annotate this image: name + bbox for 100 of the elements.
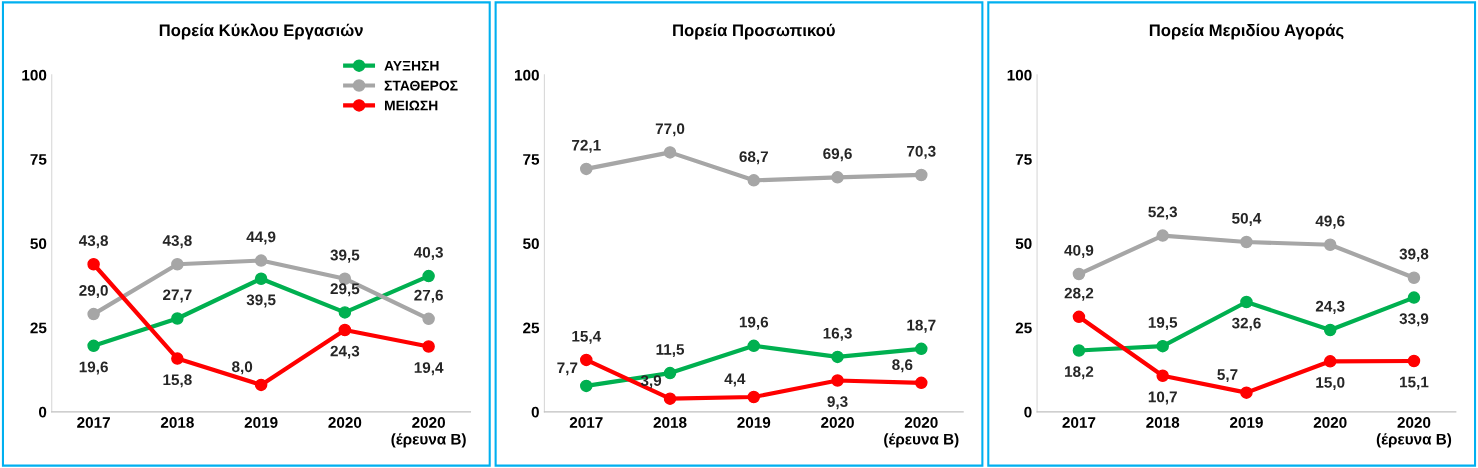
point	[1156, 339, 1169, 353]
data-label: 24,3	[1315, 300, 1345, 314]
data-label: 8,6	[892, 359, 913, 373]
data-label: 19,5	[1148, 317, 1178, 331]
y-tick-label: 100	[22, 69, 47, 81]
data-label: 8,0	[232, 361, 253, 375]
point	[254, 254, 268, 267]
data-label: 77,0	[655, 123, 685, 137]
data-label: 15,0	[1316, 376, 1345, 391]
data-label: 39,5	[246, 294, 276, 308]
data-label: 49,6	[1315, 215, 1345, 229]
data-label: 39,5	[330, 249, 360, 263]
point	[171, 312, 184, 325]
data-label: 24,3	[330, 345, 360, 359]
data-label: 19,6	[79, 361, 108, 375]
point	[1323, 323, 1337, 337]
point	[87, 339, 100, 353]
point	[1323, 238, 1337, 251]
data-label: 28,2	[1064, 287, 1094, 301]
point	[915, 342, 928, 356]
y-tick-label: 25	[523, 322, 540, 334]
point	[338, 323, 352, 337]
data-label: 16,3	[823, 327, 852, 341]
y-tick-label: 100	[1007, 69, 1032, 81]
x-tick-label: 2018	[653, 417, 687, 428]
data-label: 18,2	[1065, 366, 1094, 380]
data-label: 40,9	[1064, 244, 1094, 258]
data-label: 9,3	[827, 396, 848, 410]
data-label: 29,5	[330, 283, 360, 297]
data-label: 52,3	[1148, 206, 1178, 220]
y-tick-label: 75	[1015, 154, 1032, 165]
point	[747, 174, 761, 187]
data-label: 10,7	[1148, 391, 1177, 405]
point	[1407, 354, 1421, 368]
point	[747, 390, 761, 404]
point	[915, 376, 928, 390]
data-label: 29,0	[79, 285, 108, 299]
point	[580, 162, 593, 176]
data-label: 44,9	[246, 231, 276, 245]
point	[580, 353, 593, 367]
point	[254, 272, 268, 285]
y-tick-label: 25	[1015, 322, 1032, 334]
x-tick-label: 2020	[328, 417, 362, 428]
y-tick-label: 100	[515, 69, 539, 81]
x-tick-label: 2020 (έρευνα Β)	[391, 417, 466, 448]
point	[1072, 310, 1086, 324]
data-label: 50,4	[1232, 212, 1262, 226]
y-tick-label: 50	[523, 238, 539, 250]
data-label: 19,6	[739, 316, 769, 330]
point	[1072, 344, 1086, 357]
x-tick-label: 2019	[1229, 417, 1263, 428]
data-label: 43,8	[78, 235, 109, 249]
point	[831, 374, 844, 387]
point	[422, 312, 435, 326]
chart-title: Πορεία Κύκλου Εργασιών	[159, 23, 363, 40]
data-label: 27,6	[414, 289, 443, 303]
point	[254, 378, 268, 392]
point	[663, 392, 677, 405]
y-tick-label: 50	[30, 238, 47, 250]
data-label: 70,3	[907, 145, 936, 159]
point	[580, 379, 593, 393]
data-label: 33,9	[1399, 313, 1429, 327]
point	[1156, 229, 1169, 242]
legend-label: ΑΥΞΗΣΗ	[384, 60, 439, 71]
point	[422, 340, 435, 353]
x-tick-label: 2018	[1146, 417, 1180, 428]
data-label: 18,7	[907, 319, 936, 333]
point	[171, 258, 184, 271]
data-label: 7,7	[557, 362, 578, 376]
x-tick-label: 2017	[77, 417, 110, 428]
data-label: 4,4	[724, 373, 746, 387]
data-label: 39,8	[1399, 248, 1429, 262]
data-label: 15,4	[572, 330, 602, 344]
y-tick-label: 0	[38, 406, 47, 418]
point	[915, 168, 928, 182]
point	[1240, 295, 1253, 309]
chart-title: Πορεία Μεριδίου Αγοράς	[1149, 23, 1344, 40]
point	[87, 307, 100, 321]
data-label: 72,1	[572, 139, 601, 153]
point	[831, 350, 844, 364]
x-tick-label: 2018	[160, 417, 194, 428]
point	[663, 366, 677, 380]
x-tick-label: 2020	[1313, 417, 1347, 428]
data-label: 27,7	[163, 289, 192, 303]
data-label: 5,7	[1217, 369, 1238, 383]
data-label: 40,3	[413, 246, 443, 260]
x-tick-label: 2017	[1062, 417, 1096, 428]
point	[1407, 271, 1421, 284]
point	[1156, 369, 1169, 383]
legend-label: ΣΤΑΘΕΡΟΣ	[384, 80, 458, 91]
x-tick-label: 2017	[569, 417, 603, 428]
y-tick-label: 0	[1024, 406, 1032, 418]
data-label: 32,6	[1231, 317, 1261, 331]
data-label: 15,8	[163, 374, 192, 388]
y-tick-label: 0	[531, 406, 539, 418]
point	[338, 306, 352, 319]
point	[1323, 355, 1337, 368]
y-tick-label: 50	[1015, 238, 1032, 250]
point	[747, 339, 761, 353]
data-label: 68,7	[739, 151, 768, 165]
